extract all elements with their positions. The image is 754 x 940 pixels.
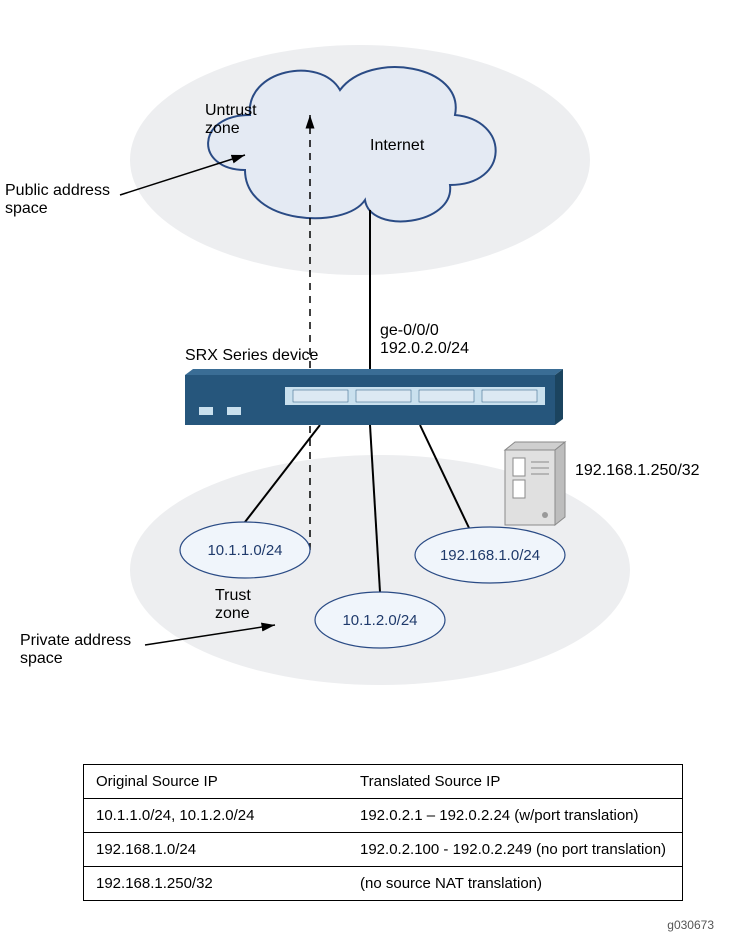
svg-text:Trust: Trust — [215, 587, 251, 604]
cell: 10.1.1.0/24, 10.1.2.0/24 — [84, 799, 349, 833]
diagram-root: { "colors": { "ellipse_fill": "#edeef0",… — [0, 0, 754, 940]
cell: 192.0.2.100 - 192.0.2.249 (no port trans… — [348, 833, 683, 867]
svg-text:Public address: Public address — [5, 182, 110, 199]
svg-text:10.1.1.0/24: 10.1.1.0/24 — [207, 542, 282, 559]
svg-text:10.1.2.0/24: 10.1.2.0/24 — [342, 612, 417, 629]
nat-table: Original Source IP Translated Source IP … — [83, 764, 683, 901]
th-orig: Original Source IP — [84, 765, 349, 799]
th-trans: Translated Source IP — [348, 765, 683, 799]
svg-text:Private address: Private address — [20, 632, 131, 649]
svg-text:ge-0/0/0: ge-0/0/0 — [380, 322, 439, 339]
topology-svg: 10.1.1.0/24 10.1.2.0/24 192.168.1.0/24 Untr… — [0, 0, 754, 740]
svg-text:SRX Series device: SRX Series device — [185, 347, 318, 364]
svg-text:space: space — [20, 650, 63, 667]
cell: 192.168.1.250/32 — [84, 867, 349, 901]
cell: 192.168.1.0/24 — [84, 833, 349, 867]
svg-text:Internet: Internet — [370, 137, 425, 154]
svg-text:zone: zone — [205, 120, 240, 137]
cell: (no source NAT translation) — [348, 867, 683, 901]
svg-text:192.0.2.0/24: 192.0.2.0/24 — [380, 340, 469, 357]
svg-text:192.168.1.0/24: 192.168.1.0/24 — [440, 547, 540, 564]
cell: 192.0.2.1 – 192.0.2.24 (w/port translati… — [348, 799, 683, 833]
svg-text:space: space — [5, 200, 48, 217]
figure-id: g030673 — [667, 918, 714, 932]
svg-text:Untrust: Untrust — [205, 102, 257, 119]
svg-text:zone: zone — [215, 605, 250, 622]
svg-text:192.168.1.250/32: 192.168.1.250/32 — [575, 462, 700, 479]
